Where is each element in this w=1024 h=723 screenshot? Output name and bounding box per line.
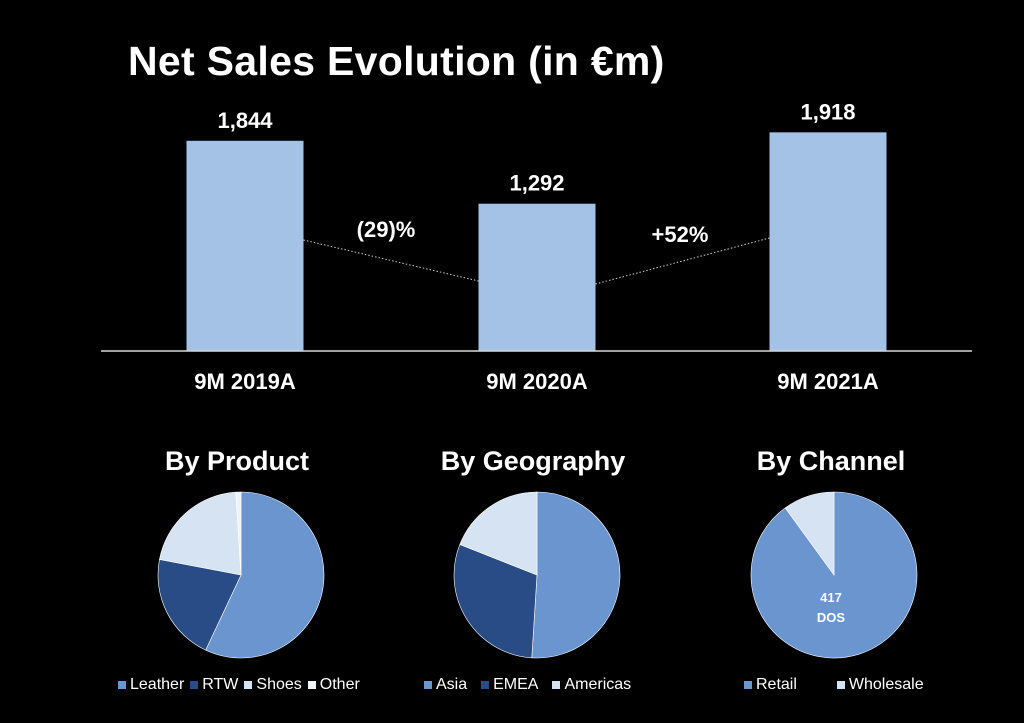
change-label-0: (29)% [357,217,416,242]
change-connector-0 [303,239,479,282]
legend-channel: Retail Wholesale [744,676,964,694]
legend-swatch [836,681,845,689]
change-label-1: +52% [652,222,709,247]
bar-1 [478,203,596,351]
legend-swatch [424,681,432,689]
pie-title-channel: By Channel [756,446,906,476]
legend-geography: Asia EMEA Americas [424,676,645,694]
pie-0-slice-rtw [157,559,242,651]
pie-title-product: By Product [164,446,310,476]
legend-swatch [744,681,752,689]
legend-swatch [190,681,199,689]
pie-annotation-line-1: 417 [820,590,842,605]
pie-2-slice-wholesale [784,491,835,576]
legend-swatch [307,681,316,689]
legend-item-asia: Asia [424,676,467,694]
bar-value-label-0: 1,844 [217,108,273,133]
pie-0-slice-leather [205,491,325,659]
legend-label: Wholesale [848,676,924,693]
legend-label: Leather [130,676,185,693]
legend-swatch [552,681,561,689]
legend-label: EMEA [493,676,539,693]
pie-0-slice-shoes [159,491,242,576]
bar-value-label-2: 1,918 [800,99,855,124]
category-label-2: 9M 2021A [777,369,879,394]
legend-product: Leather RTW Shoes Other [118,676,366,694]
legend-item-shoes: Shoes [244,676,302,694]
legend-label: Americas [564,676,632,693]
legend-swatch [118,681,126,689]
pie-1-slice-americas [459,491,538,576]
legend-item-rtw: RTW [190,676,238,694]
legend-item-wholesale: Wholesale [836,676,924,694]
pie-1-slice-asia [531,491,621,659]
legend-item-leather: Leather [118,676,184,694]
legend-swatch [481,681,490,689]
legend-item-americas: Americas [552,676,631,694]
legend-item-retail: Retail [744,676,797,694]
pie-title-geography: By Geography [440,446,626,476]
legend-label: Other [319,676,360,693]
legend-label: RTW [202,676,239,693]
pie-annotation-line-2: DOS [817,610,846,625]
legend-label: Asia [436,676,468,693]
pie-1-slice-emea [453,544,538,659]
legend-swatch [244,681,253,689]
pie-0-slice-other [235,491,242,576]
category-label-1: 9M 2020A [486,369,588,394]
chart-title: Net Sales Evolution (in €m) [128,38,665,84]
legend-item-emea: EMEA [481,676,538,694]
legend-item-other: Other [307,676,360,694]
bar-2 [769,132,887,351]
legend-label: Shoes [256,676,302,693]
bar-value-label-1: 1,292 [509,171,564,196]
category-label-0: 9M 2019A [194,369,296,394]
bar-0 [186,140,304,351]
legend-label: Retail [756,676,797,693]
